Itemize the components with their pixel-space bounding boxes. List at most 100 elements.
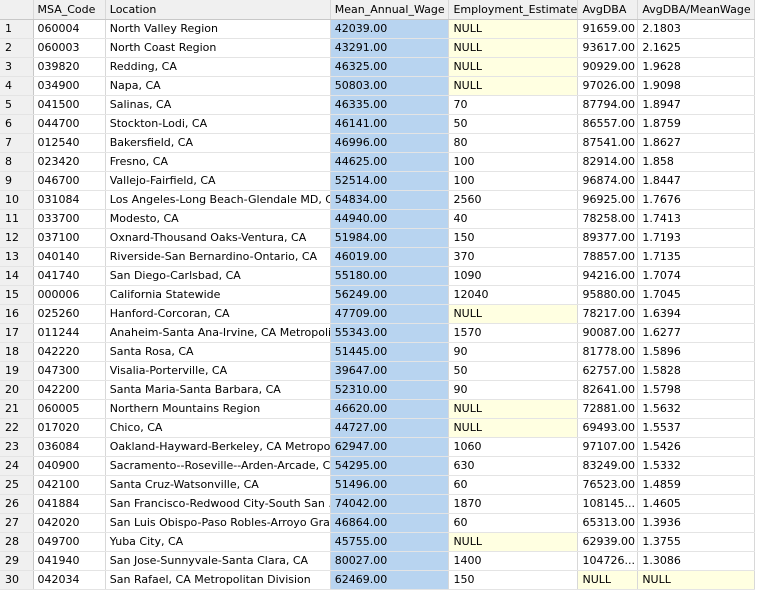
msa-code-cell[interactable]: 012540 (33, 133, 106, 153)
avgdba-meanwage-cell[interactable]: 1.6277 (637, 323, 755, 343)
employment-estimate-cell[interactable]: NULL (448, 418, 579, 438)
mean-annual-wage-cell[interactable]: 54295.00 (330, 456, 450, 476)
msa-code-cell[interactable]: 000006 (33, 285, 106, 305)
employment-estimate-cell[interactable]: 150 (448, 570, 579, 590)
avgdba-meanwage-cell[interactable]: 1.5896 (637, 342, 755, 362)
msa-code-cell[interactable]: 042100 (33, 475, 106, 495)
avgdba-meanwage-cell[interactable]: 1.7193 (637, 228, 755, 248)
table-row[interactable]: 2 060003 North Coast Region 43291.00 NULL 936… (0, 38, 755, 58)
employment-estimate-cell[interactable]: 40 (448, 209, 579, 229)
table-row[interactable]: 12 037100 Oxnard-Thousand Oaks-Ventura, CA… (0, 228, 755, 248)
avgdba-cell[interactable]: 89377.00 (577, 228, 639, 248)
employment-estimate-cell[interactable]: 12040 (448, 285, 579, 305)
employment-estimate-cell[interactable]: 50 (448, 361, 579, 381)
avgdba-cell[interactable]: 91659.00 (577, 19, 639, 39)
avgdba-meanwage-cell[interactable]: 1.3086 (637, 551, 755, 571)
employment-estimate-cell[interactable]: 50 (448, 114, 579, 134)
table-row[interactable]: 1 060004 North Valley Region 42039.00 NULL 91… (0, 19, 755, 39)
msa-code-cell[interactable]: 040140 (33, 247, 106, 267)
location-cell[interactable]: Vallejo-Fairfield, CA (105, 171, 331, 191)
employment-estimate-cell[interactable]: 370 (448, 247, 579, 267)
location-cell[interactable]: Stockton-Lodi, CA (105, 114, 331, 134)
employment-estimate-cell[interactable]: 2560 (448, 190, 579, 210)
employment-estimate-cell[interactable]: 630 (448, 456, 579, 476)
avgdba-meanwage-cell[interactable]: 1.7413 (637, 209, 755, 229)
avgdba-cell[interactable]: 69493.00 (577, 418, 639, 438)
mean-annual-wage-cell[interactable]: 52514.00 (330, 171, 450, 191)
row-number-cell[interactable]: 4 (0, 76, 34, 96)
avgdba-cell[interactable]: 65313.00 (577, 513, 639, 533)
row-number-cell[interactable]: 30 (0, 570, 34, 590)
table-row[interactable]: 14 041740 San Diego-Carlsbad, CA 55180.00 10… (0, 266, 755, 286)
avgdba-cell[interactable]: 97107.00 (577, 437, 639, 457)
avgdba-meanwage-cell[interactable]: 1.5798 (637, 380, 755, 400)
mean-annual-wage-cell[interactable]: 39647.00 (330, 361, 450, 381)
avgdba-cell[interactable]: 62757.00 (577, 361, 639, 381)
avgdba-meanwage-cell[interactable]: NULL (637, 570, 755, 590)
avgdba-cell[interactable]: 76523.00 (577, 475, 639, 495)
row-number-cell[interactable]: 14 (0, 266, 34, 286)
location-cell[interactable]: Oxnard-Thousand Oaks-Ventura, CA (105, 228, 331, 248)
column-header-msa-code[interactable]: MSA_Code (33, 0, 106, 20)
avgdba-cell[interactable]: 94216.00 (577, 266, 639, 286)
employment-estimate-cell[interactable]: NULL (448, 57, 579, 77)
avgdba-meanwage-cell[interactable]: 1.4859 (637, 475, 755, 495)
avgdba-cell[interactable]: 97026.00 (577, 76, 639, 96)
mean-annual-wage-cell[interactable]: 80027.00 (330, 551, 450, 571)
avgdba-cell[interactable]: 104726... (577, 551, 639, 571)
mean-annual-wage-cell[interactable]: 52310.00 (330, 380, 450, 400)
table-row[interactable]: 25 042100 Santa Cruz-Watsonville, CA 51496.… (0, 475, 755, 495)
table-row[interactable]: 18 042220 Santa Rosa, CA 51445.00 90 81778.00… (0, 342, 755, 362)
avgdba-cell[interactable]: 96874.00 (577, 171, 639, 191)
avgdba-meanwage-cell[interactable]: 1.6394 (637, 304, 755, 324)
avgdba-cell[interactable]: 78217.00 (577, 304, 639, 324)
employment-estimate-cell[interactable]: 1400 (448, 551, 579, 571)
row-number-cell[interactable]: 20 (0, 380, 34, 400)
avgdba-cell[interactable]: 95880.00 (577, 285, 639, 305)
employment-estimate-cell[interactable]: 1870 (448, 494, 579, 514)
location-cell[interactable]: North Valley Region (105, 19, 331, 39)
msa-code-cell[interactable]: 042034 (33, 570, 106, 590)
table-row[interactable]: 21 060005 Northern Mountains Region 46620.0… (0, 399, 755, 419)
row-number-cell[interactable]: 7 (0, 133, 34, 153)
row-number-cell[interactable]: 16 (0, 304, 34, 324)
employment-estimate-cell[interactable]: 1090 (448, 266, 579, 286)
msa-code-cell[interactable]: 041884 (33, 494, 106, 514)
avgdba-cell[interactable]: 90929.00 (577, 57, 639, 77)
table-row[interactable]: 24 040900 Sacramento--Roseville--Arden-Arc… (0, 456, 755, 476)
mean-annual-wage-cell[interactable]: 44940.00 (330, 209, 450, 229)
mean-annual-wage-cell[interactable]: 46141.00 (330, 114, 450, 134)
location-cell[interactable]: Bakersfield, CA (105, 133, 331, 153)
mean-annual-wage-cell[interactable]: 42039.00 (330, 19, 450, 39)
table-row[interactable]: 13 040140 Riverside-San Bernardino-Ontario… (0, 247, 755, 267)
mean-annual-wage-cell[interactable]: 56249.00 (330, 285, 450, 305)
avgdba-meanwage-cell[interactable]: 1.9628 (637, 57, 755, 77)
msa-code-cell[interactable]: 060004 (33, 19, 106, 39)
employment-estimate-cell[interactable]: 60 (448, 475, 579, 495)
table-row[interactable]: 6 044700 Stockton-Lodi, CA 46141.00 50 86557.… (0, 114, 755, 134)
row-number-cell[interactable]: 18 (0, 342, 34, 362)
row-number-cell[interactable]: 19 (0, 361, 34, 381)
employment-estimate-cell[interactable]: NULL (448, 304, 579, 324)
mean-annual-wage-cell[interactable]: 46864.00 (330, 513, 450, 533)
employment-estimate-cell[interactable]: 80 (448, 133, 579, 153)
mean-annual-wage-cell[interactable]: 74042.00 (330, 494, 450, 514)
table-row[interactable]: 20 042200 Santa Maria-Santa Barbara, CA 523… (0, 380, 755, 400)
avgdba-meanwage-cell[interactable]: 1.5828 (637, 361, 755, 381)
column-header-mean-annual-wage[interactable]: Mean_Annual_Wage (330, 0, 450, 20)
location-cell[interactable]: Salinas, CA (105, 95, 331, 115)
row-number-cell[interactable]: 27 (0, 513, 34, 533)
mean-annual-wage-cell[interactable]: 43291.00 (330, 38, 450, 58)
location-cell[interactable]: California Statewide (105, 285, 331, 305)
location-cell[interactable]: Riverside-San Bernardino-Ontario, CA (105, 247, 331, 267)
employment-estimate-cell[interactable]: 90 (448, 380, 579, 400)
msa-code-cell[interactable]: 042220 (33, 342, 106, 362)
msa-code-cell[interactable]: 033700 (33, 209, 106, 229)
location-cell[interactable]: Redding, CA (105, 57, 331, 77)
row-number-cell[interactable]: 21 (0, 399, 34, 419)
row-number-cell[interactable]: 24 (0, 456, 34, 476)
employment-estimate-cell[interactable]: 90 (448, 342, 579, 362)
mean-annual-wage-cell[interactable]: 51496.00 (330, 475, 450, 495)
avgdba-cell[interactable]: NULL (577, 570, 639, 590)
avgdba-meanwage-cell[interactable]: 2.1803 (637, 19, 755, 39)
